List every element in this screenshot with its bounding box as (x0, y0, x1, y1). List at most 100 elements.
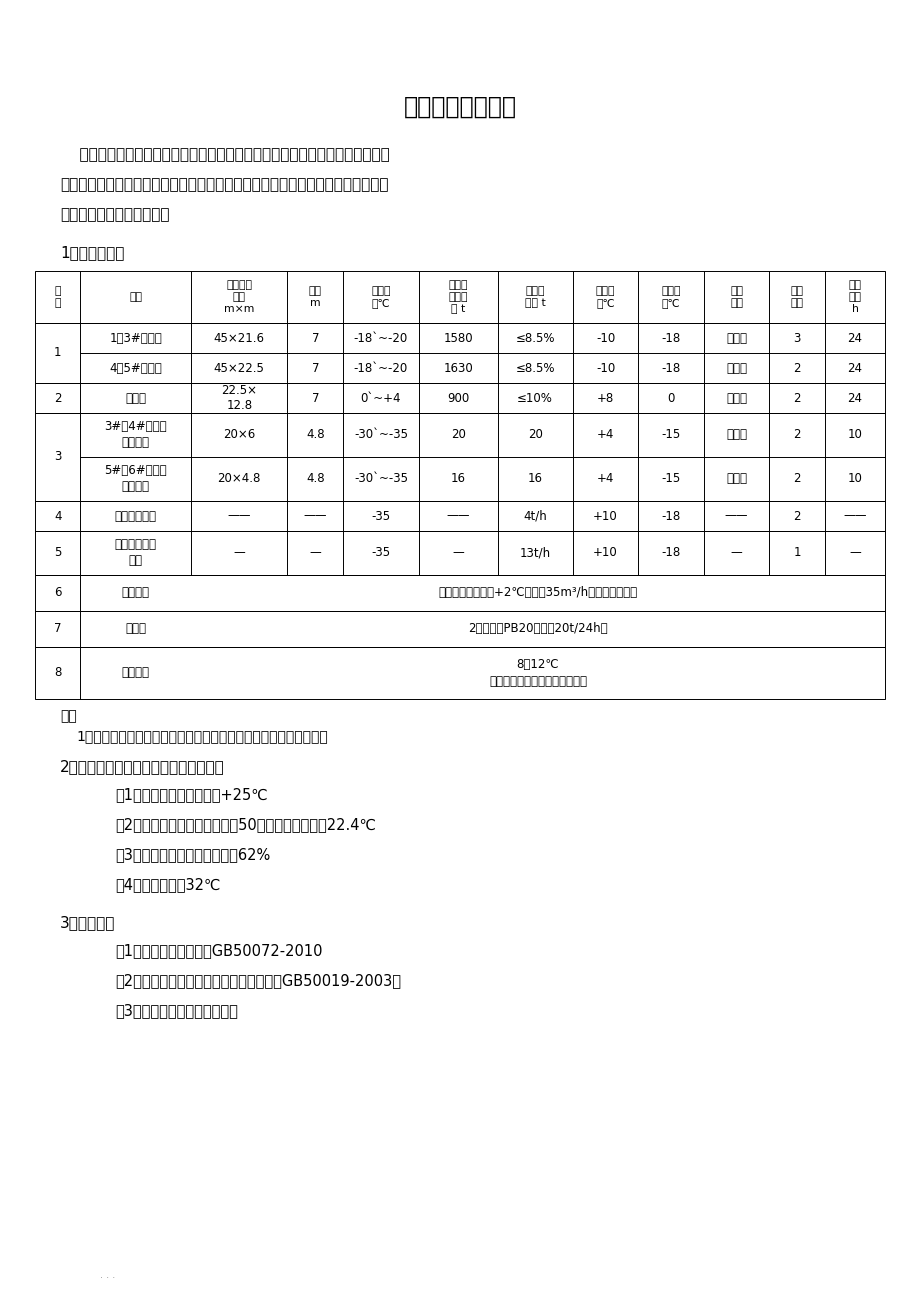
Bar (35, 611, 884, 647)
Text: 24: 24 (846, 392, 862, 405)
Text: 2、室外设计参数（参考黑龙江鹤岗市）: 2、室外设计参数（参考黑龙江鹤岗市） (60, 759, 224, 773)
Text: 库内温
度℃: 库内温 度℃ (371, 286, 391, 309)
Text: 4t/h: 4t/h (523, 509, 547, 522)
Text: （1）《冷库设计规范》GB50072-2010: （1）《冷库设计规范》GB50072-2010 (115, 943, 323, 958)
Bar (35, 575, 884, 611)
Text: —: — (730, 547, 742, 560)
Text: 7: 7 (312, 392, 319, 405)
Text: 名称: 名称 (129, 292, 142, 302)
Text: 1、建设规模：: 1、建设规模： (60, 245, 124, 260)
Text: 2: 2 (793, 392, 800, 405)
Text: 3、设计依据: 3、设计依据 (60, 915, 115, 930)
Text: 1、片冰机自带冷源，本方案中以下部分不为片冰机提供制冷设备。: 1、片冰机自带冷源，本方案中以下部分不为片冰机提供制冷设备。 (76, 729, 327, 743)
Text: 5: 5 (54, 547, 62, 560)
Text: 20: 20 (450, 428, 465, 441)
Text: 3: 3 (54, 450, 62, 464)
Text: 24: 24 (846, 362, 862, 375)
Text: 1～3#冷藏间: 1～3#冷藏间 (109, 332, 162, 345)
Text: 入库温
度℃: 入库温 度℃ (596, 286, 615, 309)
Text: 10: 10 (846, 428, 862, 441)
Text: +10: +10 (593, 509, 618, 522)
Text: 1630: 1630 (443, 362, 472, 375)
Text: —: — (233, 547, 245, 560)
Text: 6: 6 (54, 586, 62, 599)
Text: -18`~-20: -18`~-20 (354, 362, 408, 375)
Text: -10: -10 (596, 362, 615, 375)
Text: 8～12℃
分割间、包装间、内脏处理间等: 8～12℃ 分割间、包装间、内脏处理间等 (489, 658, 586, 687)
Text: 2: 2 (793, 509, 800, 522)
Text: -35: -35 (371, 547, 390, 560)
Bar (35, 383, 884, 413)
Text: 1: 1 (54, 346, 62, 359)
Text: 出库温
度℃: 出库温 度℃ (661, 286, 680, 309)
Text: 2: 2 (793, 473, 800, 486)
Text: 3#、4#速冻间
（风机）: 3#、4#速冻间 （风机） (104, 421, 167, 449)
Text: 13t/h: 13t/h (519, 547, 550, 560)
Text: 片冰机: 片冰机 (125, 622, 146, 635)
Text: 隧道式单冻机: 隧道式单冻机 (115, 509, 156, 522)
Text: 5#、6#速冻间
（搁架）: 5#、6#速冻间 （搁架） (104, 465, 167, 493)
Text: —: — (452, 547, 463, 560)
Text: 冷间
数量: 冷间 数量 (790, 286, 803, 309)
Text: -30`~-35: -30`~-35 (354, 428, 407, 441)
Text: 建筑轴线
尺寸
m×m: 建筑轴线 尺寸 m×m (224, 280, 255, 314)
Text: +10: +10 (593, 547, 618, 560)
Text: -15: -15 (661, 428, 680, 441)
Text: 4.8: 4.8 (306, 473, 324, 486)
Bar (35, 647, 884, 699)
Text: 16: 16 (528, 473, 542, 486)
Text: 45×21.6: 45×21.6 (213, 332, 265, 345)
Text: 0: 0 (666, 392, 674, 405)
Text: （1）夏季室外通风温度：+25℃: （1）夏季室外通风温度：+25℃ (115, 786, 267, 802)
Text: —: — (848, 547, 860, 560)
Text: -18: -18 (661, 332, 680, 345)
Text: 7: 7 (312, 362, 319, 375)
Text: 24: 24 (846, 332, 862, 345)
Text: 白条鸡: 白条鸡 (725, 428, 746, 441)
Text: 22.5×
12.8: 22.5× 12.8 (221, 384, 257, 411)
Text: 根据北大荒宝泉岭农牧发展有限公司提供的制冷、水、电施图和技术要求，本: 根据北大荒宝泉岭农牧发展有限公司提供的制冷、水、电施图和技术要求，本 (60, 147, 390, 161)
Text: -18`~-20: -18`~-20 (354, 332, 408, 345)
Bar (35, 531, 884, 575)
Text: 2: 2 (793, 362, 800, 375)
Text: 16: 16 (450, 473, 465, 486)
Text: ≤8.5%: ≤8.5% (515, 362, 554, 375)
Text: 4: 4 (54, 509, 62, 522)
Text: 20: 20 (528, 428, 542, 441)
Text: 20×4.8: 20×4.8 (218, 473, 261, 486)
Bar (35, 323, 884, 383)
Text: 2: 2 (54, 392, 62, 405)
Text: 冷却
时间
h: 冷却 时间 h (847, 280, 861, 314)
Text: （4）冷凝温度：32℃: （4）冷凝温度：32℃ (115, 878, 221, 892)
Text: ——: —— (446, 509, 470, 522)
Text: 7: 7 (312, 332, 319, 345)
Text: 冰鲜库: 冰鲜库 (125, 392, 146, 405)
Text: 序
号: 序 号 (54, 286, 61, 309)
Text: -35: -35 (371, 509, 390, 522)
Text: 10: 10 (846, 473, 862, 486)
Bar (35, 271, 884, 323)
Text: 白条鸡: 白条鸡 (725, 392, 746, 405)
Text: 7: 7 (54, 622, 62, 635)
Text: -30`~-35: -30`~-35 (354, 473, 407, 486)
Text: -18: -18 (661, 509, 680, 522)
Text: 2台片冰机PB20（单台20t/24h）: 2台片冰机PB20（单台20t/24h） (468, 622, 607, 635)
Text: 车间空调: 车间空调 (121, 667, 150, 680)
Text: 白条鸡: 白条鸡 (725, 332, 746, 345)
Text: 1: 1 (793, 547, 800, 560)
Text: ——: —— (227, 509, 251, 522)
Text: -18: -18 (661, 547, 680, 560)
Text: 着技术水平先进、成熟，配置经济、合理、实用，操作简单，安全可靠，运行节能: 着技术水平先进、成熟，配置经济、合理、实用，操作简单，安全可靠，运行节能 (60, 177, 388, 191)
Text: 为螺旋预冷线提供+2℃冰水，35m³/h（两条生产线）: 为螺旋预冷线提供+2℃冰水，35m³/h（两条生产线） (438, 586, 637, 599)
Text: 单间名
义贮藏
量 t: 单间名 义贮藏 量 t (448, 280, 468, 314)
Text: +8: +8 (596, 392, 614, 405)
Text: -18: -18 (661, 362, 680, 375)
Text: （2）《采暖通风与空气调节设计规范》（GB50019-2003）: （2）《采暖通风与空气调节设计规范》（GB50019-2003） (115, 973, 401, 988)
Text: . . .: . . . (100, 1269, 115, 1280)
Text: 单间入
库量 t: 单间入 库量 t (524, 286, 545, 309)
Text: 注：: 注： (60, 710, 76, 723)
Text: ——: —— (303, 509, 327, 522)
Text: 0`~+4: 0`~+4 (360, 392, 401, 405)
Text: —: — (309, 547, 321, 560)
Text: +4: +4 (596, 428, 614, 441)
